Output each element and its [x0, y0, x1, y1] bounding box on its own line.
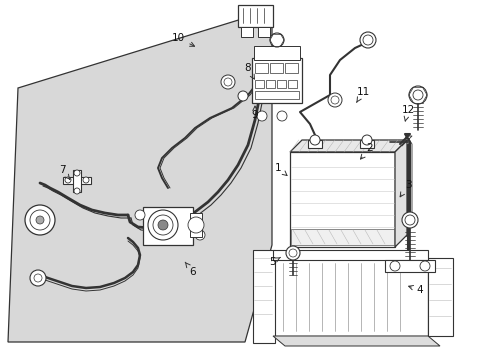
Bar: [238, 5, 272, 27]
Bar: [254, 63, 267, 73]
Polygon shape: [289, 152, 394, 247]
Circle shape: [276, 111, 286, 121]
Circle shape: [362, 35, 372, 45]
Text: 4: 4: [408, 285, 423, 295]
Polygon shape: [394, 140, 406, 247]
Bar: [272, 250, 427, 260]
Circle shape: [238, 91, 247, 101]
Bar: [384, 260, 434, 272]
Text: 6: 6: [185, 262, 196, 277]
Circle shape: [221, 75, 235, 89]
Circle shape: [30, 270, 46, 286]
Circle shape: [269, 33, 284, 47]
Bar: [285, 63, 297, 73]
Circle shape: [288, 249, 296, 257]
Bar: [287, 80, 296, 88]
Bar: [251, 58, 302, 103]
Circle shape: [401, 212, 417, 228]
Circle shape: [257, 111, 266, 121]
Circle shape: [65, 177, 71, 183]
Circle shape: [195, 230, 204, 240]
Circle shape: [389, 261, 399, 271]
Circle shape: [158, 220, 168, 230]
Polygon shape: [289, 140, 406, 152]
Text: 8: 8: [244, 63, 254, 79]
Text: 1: 1: [274, 163, 286, 176]
Circle shape: [74, 188, 80, 194]
Bar: [427, 258, 452, 336]
Text: 5: 5: [268, 257, 280, 267]
Circle shape: [330, 96, 338, 104]
Circle shape: [309, 135, 319, 145]
Circle shape: [285, 246, 299, 260]
Bar: [241, 27, 252, 37]
Text: 3: 3: [399, 180, 410, 197]
Circle shape: [408, 86, 426, 104]
Text: 9: 9: [251, 106, 258, 120]
Bar: [307, 140, 321, 148]
Text: 7: 7: [59, 165, 70, 180]
Circle shape: [412, 90, 422, 100]
Bar: [254, 91, 298, 99]
Circle shape: [224, 78, 231, 86]
Bar: [258, 27, 269, 37]
Circle shape: [404, 215, 414, 225]
Circle shape: [30, 210, 50, 230]
Polygon shape: [272, 258, 427, 336]
Bar: [253, 46, 299, 60]
Circle shape: [25, 205, 55, 235]
Circle shape: [359, 32, 375, 48]
Text: 10: 10: [171, 33, 194, 46]
Bar: [265, 80, 274, 88]
Polygon shape: [272, 336, 439, 346]
Polygon shape: [8, 18, 271, 342]
Bar: [359, 140, 373, 148]
Circle shape: [36, 216, 44, 224]
Bar: [63, 177, 91, 184]
Bar: [142, 207, 193, 245]
Circle shape: [135, 210, 145, 220]
Circle shape: [34, 274, 42, 282]
Bar: [73, 170, 81, 192]
Bar: [269, 63, 283, 73]
Bar: [252, 250, 274, 343]
Circle shape: [83, 177, 89, 183]
Circle shape: [148, 210, 178, 240]
Circle shape: [187, 217, 203, 233]
Bar: [276, 80, 285, 88]
Circle shape: [74, 170, 80, 176]
Text: 12: 12: [401, 105, 414, 121]
Bar: [190, 213, 202, 237]
Circle shape: [153, 215, 173, 235]
Text: 2: 2: [360, 143, 372, 159]
Text: 11: 11: [356, 87, 369, 102]
Circle shape: [361, 135, 371, 145]
Bar: [290, 229, 393, 245]
Circle shape: [327, 93, 341, 107]
Bar: [254, 80, 264, 88]
Circle shape: [419, 261, 429, 271]
